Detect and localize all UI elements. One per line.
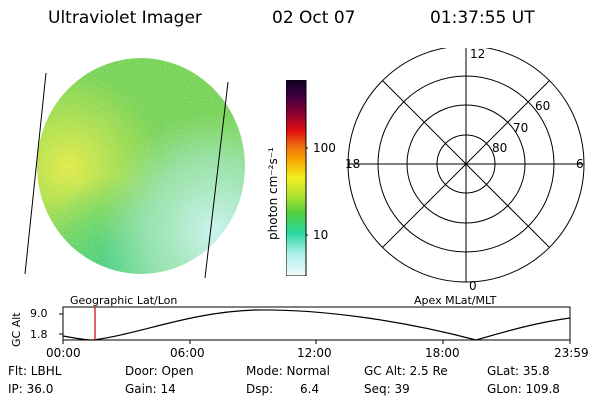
time-tick-0000: 00:00 — [46, 346, 81, 360]
geographic-lat-lon-title: Geographic Lat/Lon — [70, 294, 178, 307]
instrument-title: Ultraviolet Imager — [48, 8, 202, 28]
color-scale-bar — [286, 80, 308, 276]
date-label: 02 Oct 07 — [272, 8, 356, 28]
time-label: 01:37:55 UT — [430, 8, 535, 28]
altitude-curve — [62, 309, 571, 341]
mlt-label-12: 12 — [470, 48, 485, 61]
glon-status: GLon: 109.8 — [487, 382, 560, 396]
dsp-status-value: 6.4 — [300, 382, 320, 396]
time-tick-1800: 18:00 — [425, 346, 460, 360]
colorbar-unit-label: photon cm⁻²s⁻¹ — [266, 147, 280, 240]
gain-status: Gain: 14 — [125, 382, 176, 396]
door-status: Door: Open — [125, 364, 194, 378]
gc-alt-status: GC Alt: 2.5 Re — [364, 364, 448, 378]
auroral-image — [24, 58, 245, 279]
time-tick-1200: 12:00 — [297, 346, 332, 360]
apex-mlat-mlt-title: Apex MLat/MLT — [414, 294, 497, 307]
lat-label-70: 70 — [513, 121, 528, 135]
colorbar-tick-100: 100 — [313, 141, 336, 155]
seq-status: Seq: 39 — [364, 382, 410, 396]
filter-status: Flt: LBHL — [8, 364, 62, 378]
time-tick-0600: 06:00 — [170, 346, 205, 360]
terminator-line-right — [204, 81, 229, 279]
terminator-line-left — [24, 72, 47, 275]
gc-alt-tick-1-8: 1.8 — [30, 328, 48, 341]
mlt-label-6: 6 — [576, 157, 584, 171]
glat-status: GLat: 35.8 — [487, 364, 550, 378]
ip-status: IP: 36.0 — [8, 382, 54, 396]
time-tick-2359: 23:59 — [554, 346, 589, 360]
lat-label-80: 80 — [492, 141, 507, 155]
gc-alt-tick-9: 9.0 — [30, 307, 48, 320]
mlt-label-0: 0 — [469, 279, 477, 292]
lat-label-60: 60 — [535, 99, 550, 113]
dsp-status-label: Dsp: — [246, 382, 274, 396]
mlt-label-18: 18 — [345, 157, 360, 171]
colorbar-tick-10: 10 — [313, 228, 329, 242]
orbit-altitude-timeline — [59, 306, 571, 344]
mode-status: Mode: Normal — [246, 364, 330, 378]
polar-mlat-mlt-plot: 12 18 6 0 60 70 80 — [345, 48, 585, 292]
